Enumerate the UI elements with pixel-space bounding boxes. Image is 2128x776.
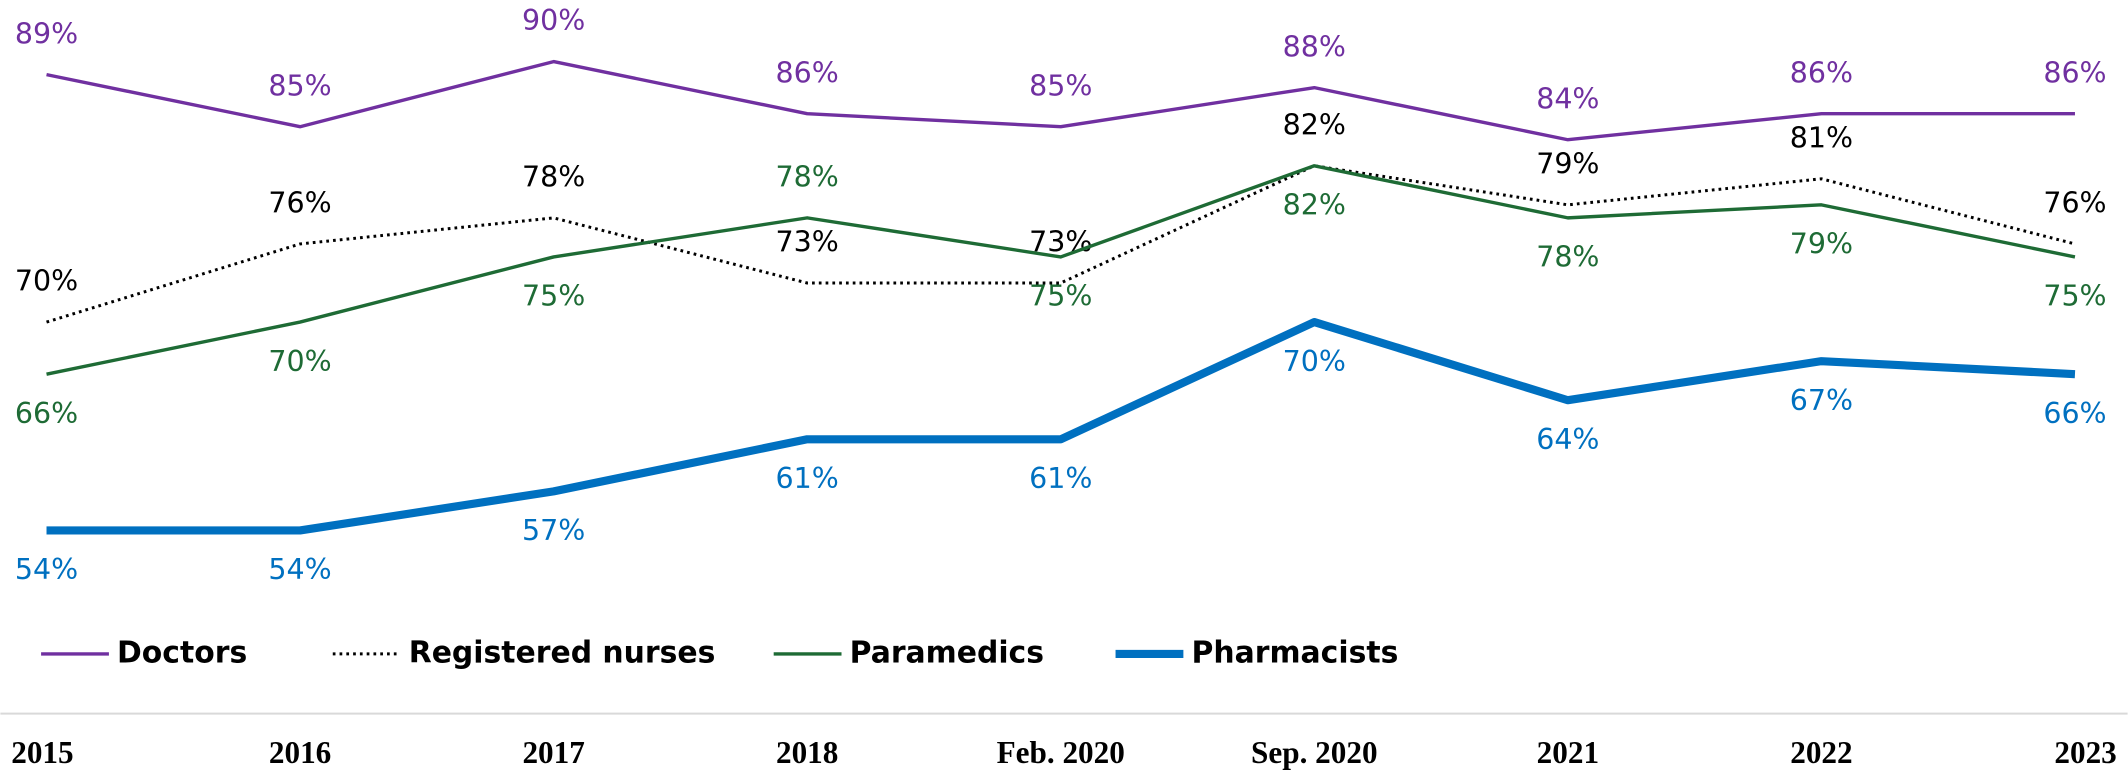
data-label: 61% bbox=[776, 462, 839, 495]
data-label: 54% bbox=[15, 553, 78, 586]
x-tick-label: Sep. 2020 bbox=[1251, 735, 1378, 770]
data-label: 90% bbox=[522, 4, 585, 37]
data-label: 85% bbox=[1029, 69, 1092, 102]
line-series bbox=[46, 164, 2076, 376]
legend-label: Doctors bbox=[117, 635, 247, 670]
data-label: 85% bbox=[268, 69, 331, 102]
legend-label: Pharmacists bbox=[1192, 635, 1399, 670]
data-label: 70% bbox=[268, 345, 331, 378]
data-label: 89% bbox=[15, 17, 78, 50]
data-label: 70% bbox=[1283, 345, 1346, 378]
data-label: 82% bbox=[1283, 188, 1346, 221]
data-label: 64% bbox=[1536, 423, 1599, 456]
data-label: 61% bbox=[1029, 462, 1092, 495]
x-tick-label: Feb. 2020 bbox=[997, 735, 1125, 770]
data-label: 86% bbox=[776, 56, 839, 89]
data-label: 81% bbox=[1790, 121, 1853, 154]
x-tick-label: 2018 bbox=[776, 735, 838, 770]
data-label: 76% bbox=[2043, 187, 2106, 220]
x-tick-label: 2017 bbox=[522, 735, 584, 770]
x-tick-label: 2016 bbox=[269, 735, 331, 770]
x-tick-label: 2023 bbox=[2054, 735, 2116, 770]
data-label: 82% bbox=[1283, 108, 1346, 141]
data-label: 67% bbox=[1790, 384, 1853, 417]
x-tick-label: 2015 bbox=[11, 735, 73, 770]
data-label: 86% bbox=[1790, 56, 1853, 89]
data-label: 79% bbox=[1536, 148, 1599, 181]
data-label: 66% bbox=[15, 397, 78, 430]
data-label: 75% bbox=[2043, 280, 2106, 313]
line-series bbox=[46, 59, 2075, 142]
data-label: 75% bbox=[1029, 280, 1092, 313]
data-label: 70% bbox=[15, 265, 78, 298]
data-label: 78% bbox=[522, 161, 585, 194]
x-tick-label: 2021 bbox=[1537, 735, 1599, 770]
legend-label: Paramedics bbox=[850, 635, 1044, 670]
data-label: 78% bbox=[1536, 241, 1599, 274]
data-label: 66% bbox=[2043, 397, 2106, 430]
data-label: 86% bbox=[2043, 56, 2106, 89]
data-label: 88% bbox=[1283, 30, 1346, 63]
data-label: 84% bbox=[1536, 82, 1599, 115]
legend-label: Registered nurses bbox=[409, 635, 716, 670]
data-label: 76% bbox=[268, 187, 331, 220]
x-tick-label: 2022 bbox=[1790, 735, 1852, 770]
data-label: 78% bbox=[776, 161, 839, 194]
data-label: 73% bbox=[776, 226, 839, 259]
data-label: 57% bbox=[522, 514, 585, 547]
data-label: 75% bbox=[522, 280, 585, 313]
data-label: 79% bbox=[1790, 228, 1853, 261]
line-series bbox=[46, 317, 2076, 535]
data-label: 54% bbox=[268, 553, 331, 586]
